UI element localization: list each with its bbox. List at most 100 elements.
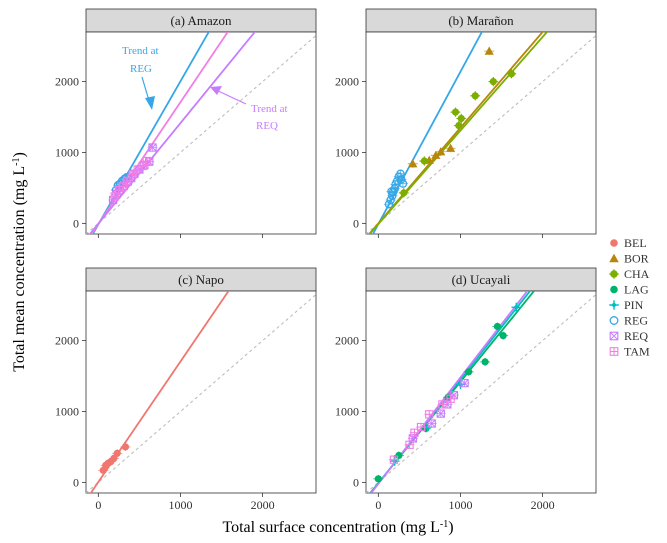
one-to-one-line	[366, 35, 596, 234]
data-point-tam	[438, 400, 447, 409]
legend-item-req: REQ	[609, 329, 648, 343]
data-point-cha	[450, 107, 461, 117]
legend-label: PIN	[624, 298, 644, 312]
annotation-trend-req: Trend at REQ	[210, 86, 288, 132]
legend-key	[609, 253, 619, 263]
data-point-lag	[395, 451, 403, 460]
data-point-reg	[396, 169, 405, 179]
legend-item-bel: BEL	[610, 236, 647, 250]
x-axis-title: Total surface concentration (mg L-1)	[222, 519, 453, 537]
y-tick-label: 0	[73, 475, 79, 489]
y-axis-title-sup: -1	[11, 158, 22, 166]
data-point-req	[460, 378, 469, 388]
data-point-tam	[416, 422, 426, 432]
fit-line-req	[88, 32, 256, 234]
data-point-reg	[397, 175, 406, 184]
svg-text:Trend at: Trend at	[251, 103, 288, 115]
data-point-lag	[465, 368, 473, 376]
legend-label: LAG	[624, 283, 649, 297]
data-point-cha	[506, 69, 516, 79]
legend-item-pin: PIN	[609, 298, 644, 312]
data-point-bel	[113, 449, 121, 457]
y-tick-label: 1000	[335, 145, 359, 159]
fit-line-reg	[371, 32, 483, 234]
x-axis-title-main: Total surface concentration (mg L	[222, 519, 439, 536]
y-tick-label: 2000	[55, 334, 79, 348]
plot-area	[85, 31, 317, 235]
y-tick-label: 0	[353, 216, 359, 230]
y-axis-title: Total mean concentration (mg L-1)	[11, 152, 29, 372]
one-to-one-line	[86, 294, 316, 493]
x-tick-label: 1000	[448, 498, 472, 512]
panels-group: (a) Amazon 0 1000 2000 Trend at REG Trend at RE…	[55, 8, 597, 512]
legend-item-tam: TAM	[609, 345, 650, 359]
y-tick-label: 2000	[55, 75, 79, 89]
panel-title: (c) Napo	[178, 272, 224, 287]
panel-3: (c) Napo 0 1000 2000 0 1000 2000	[55, 267, 317, 512]
data-point-tam	[425, 410, 434, 419]
legend-key	[609, 300, 619, 310]
legend-label: CHA	[624, 267, 650, 281]
data-point-cha	[399, 188, 409, 198]
panel-title: (a) Amazon	[170, 13, 232, 28]
data-point-cha	[456, 113, 466, 124]
panel-2: (b) Marañon 0 1000 2000	[335, 8, 597, 238]
svg-text:Trend at: Trend at	[122, 45, 159, 57]
y-tick-label: 0	[353, 475, 359, 489]
data-point-lag	[499, 332, 507, 340]
legend-key	[610, 239, 618, 247]
data-point-cha	[419, 156, 429, 166]
data-point-pin	[511, 302, 521, 312]
data-point-reg	[384, 199, 394, 209]
y-tick-label: 1000	[55, 145, 79, 159]
plot-area	[365, 31, 597, 235]
y-tick-label: 2000	[335, 75, 359, 89]
svg-text:REQ: REQ	[256, 120, 278, 132]
data-point-req	[427, 419, 436, 428]
fit-line-req	[370, 291, 529, 493]
panel-title: (d) Ucayali	[452, 272, 511, 287]
data-point-reg	[398, 179, 408, 188]
legend-label: REG	[624, 314, 648, 328]
plot-area	[85, 290, 317, 494]
data-point-bor	[484, 46, 494, 55]
data-point-tam	[122, 176, 132, 185]
data-point-tam	[128, 170, 137, 179]
data-point-cha	[488, 77, 498, 87]
legend-key	[610, 285, 618, 294]
legend-key	[609, 347, 619, 356]
data-point-lag	[493, 322, 502, 331]
data-point-reg	[387, 187, 396, 196]
x-tick-label: 0	[375, 498, 381, 512]
y-tick-label: 1000	[335, 404, 359, 418]
svg-text:REG: REG	[130, 63, 152, 75]
legend-item-reg: REG	[609, 314, 648, 328]
legend-label: TAM	[624, 345, 650, 359]
panel-1: (a) Amazon 0 1000 2000 Trend at REG Trend at RE…	[55, 8, 317, 238]
panel-4: (d) Ucayali 0 1000 2000 0 1000 2000	[335, 267, 597, 512]
data-point-bor	[431, 150, 441, 159]
data-point-reg	[386, 195, 395, 205]
data-point-tam	[405, 440, 414, 449]
one-to-one-line	[86, 35, 316, 234]
data-point-lag	[481, 358, 489, 366]
x-axis-title-sup: -1	[440, 519, 448, 530]
x-axis-title-end: )	[448, 519, 453, 536]
annotation-trend-reg: Trend at REG	[122, 45, 159, 110]
data-point-bor	[436, 147, 446, 156]
data-point-lag	[374, 475, 382, 483]
panel-title: (b) Marañon	[448, 13, 514, 28]
data-point-tam	[389, 455, 399, 464]
legend-item-bor: BOR	[609, 252, 649, 266]
data-point-tam	[410, 428, 419, 437]
data-point-bor	[446, 143, 456, 152]
x-tick-label: 0	[95, 498, 101, 512]
plot-area	[365, 290, 597, 494]
data-point-tam	[446, 394, 455, 403]
data-point-bel	[121, 443, 130, 451]
legend-key	[609, 331, 619, 341]
data-point-cha	[454, 120, 464, 131]
one-to-one-line	[366, 294, 596, 493]
legend-item-lag: LAG	[610, 283, 649, 297]
